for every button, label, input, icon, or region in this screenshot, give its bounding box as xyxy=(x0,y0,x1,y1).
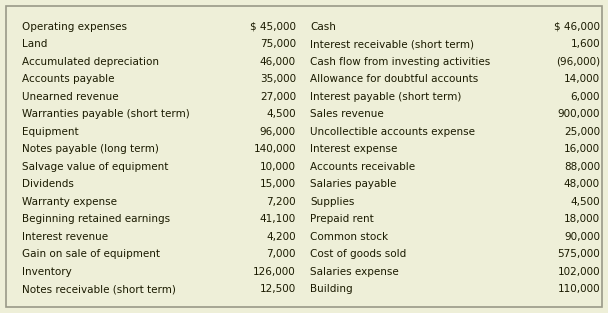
Text: 88,000: 88,000 xyxy=(564,162,600,172)
Text: Equipment: Equipment xyxy=(22,127,78,137)
Text: $ 45,000: $ 45,000 xyxy=(250,22,296,32)
Text: 41,100: 41,100 xyxy=(260,214,296,224)
Text: 1,600: 1,600 xyxy=(570,39,600,49)
Text: Building: Building xyxy=(310,284,353,294)
Text: 96,000: 96,000 xyxy=(260,127,296,137)
Text: 18,000: 18,000 xyxy=(564,214,600,224)
Text: Sales revenue: Sales revenue xyxy=(310,109,384,119)
Text: 102,000: 102,000 xyxy=(558,267,600,277)
Text: 46,000: 46,000 xyxy=(260,57,296,67)
Text: 6,000: 6,000 xyxy=(570,92,600,102)
Text: Salaries expense: Salaries expense xyxy=(310,267,399,277)
Text: Allowance for doubtful accounts: Allowance for doubtful accounts xyxy=(310,74,478,84)
Text: Gain on sale of equipment: Gain on sale of equipment xyxy=(22,249,160,259)
Text: 15,000: 15,000 xyxy=(260,179,296,189)
Text: Cash: Cash xyxy=(310,22,336,32)
Text: $ 46,000: $ 46,000 xyxy=(554,22,600,32)
Text: Notes payable (long term): Notes payable (long term) xyxy=(22,144,159,154)
Text: 16,000: 16,000 xyxy=(564,144,600,154)
Text: 7,000: 7,000 xyxy=(266,249,296,259)
Text: 126,000: 126,000 xyxy=(254,267,296,277)
Text: Uncollectible accounts expense: Uncollectible accounts expense xyxy=(310,127,475,137)
Text: 10,000: 10,000 xyxy=(260,162,296,172)
Text: (96,000): (96,000) xyxy=(556,57,600,67)
Text: 35,000: 35,000 xyxy=(260,74,296,84)
Text: Accounts payable: Accounts payable xyxy=(22,74,114,84)
Text: 140,000: 140,000 xyxy=(254,144,296,154)
Text: Salaries payable: Salaries payable xyxy=(310,179,396,189)
Text: Prepaid rent: Prepaid rent xyxy=(310,214,374,224)
Text: Operating expenses: Operating expenses xyxy=(22,22,127,32)
Text: 90,000: 90,000 xyxy=(564,232,600,242)
Text: Interest expense: Interest expense xyxy=(310,144,398,154)
Text: Accounts receivable: Accounts receivable xyxy=(310,162,415,172)
Text: 48,000: 48,000 xyxy=(564,179,600,189)
Text: Salvage value of equipment: Salvage value of equipment xyxy=(22,162,168,172)
Text: Interest revenue: Interest revenue xyxy=(22,232,108,242)
Text: Dividends: Dividends xyxy=(22,179,74,189)
Text: 14,000: 14,000 xyxy=(564,74,600,84)
Text: Unearned revenue: Unearned revenue xyxy=(22,92,119,102)
Text: Notes receivable (short term): Notes receivable (short term) xyxy=(22,284,176,294)
Text: Warranties payable (short term): Warranties payable (short term) xyxy=(22,109,190,119)
Text: 4,500: 4,500 xyxy=(570,197,600,207)
Text: Inventory: Inventory xyxy=(22,267,72,277)
Text: 7,200: 7,200 xyxy=(266,197,296,207)
Text: Cash flow from investing activities: Cash flow from investing activities xyxy=(310,57,490,67)
Text: Beginning retained earnings: Beginning retained earnings xyxy=(22,214,170,224)
Text: 12,500: 12,500 xyxy=(260,284,296,294)
Text: 900,000: 900,000 xyxy=(558,109,600,119)
Text: Common stock: Common stock xyxy=(310,232,388,242)
Text: 25,000: 25,000 xyxy=(564,127,600,137)
Text: 75,000: 75,000 xyxy=(260,39,296,49)
Text: 27,000: 27,000 xyxy=(260,92,296,102)
Text: Warranty expense: Warranty expense xyxy=(22,197,117,207)
Text: 110,000: 110,000 xyxy=(558,284,600,294)
Text: Cost of goods sold: Cost of goods sold xyxy=(310,249,406,259)
Text: Land: Land xyxy=(22,39,47,49)
Text: Interest payable (short term): Interest payable (short term) xyxy=(310,92,461,102)
Text: 4,500: 4,500 xyxy=(266,109,296,119)
Text: 4,200: 4,200 xyxy=(266,232,296,242)
Text: Supplies: Supplies xyxy=(310,197,354,207)
Text: Interest receivable (short term): Interest receivable (short term) xyxy=(310,39,474,49)
Text: Accumulated depreciation: Accumulated depreciation xyxy=(22,57,159,67)
Text: 575,000: 575,000 xyxy=(558,249,600,259)
